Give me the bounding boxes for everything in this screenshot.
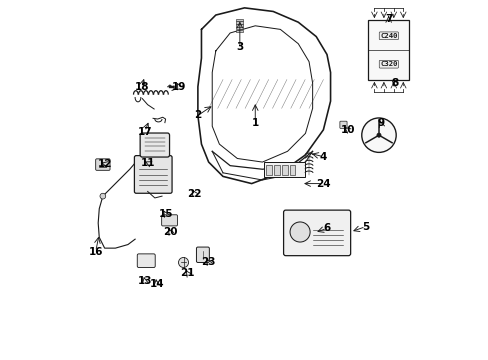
Text: 6: 6 <box>323 224 330 233</box>
Bar <box>235 22 243 24</box>
Text: 1: 1 <box>251 118 258 128</box>
Text: 14: 14 <box>149 279 163 289</box>
Bar <box>236 30 243 32</box>
FancyBboxPatch shape <box>196 247 209 262</box>
Text: 3: 3 <box>236 42 243 52</box>
Circle shape <box>178 257 188 267</box>
Bar <box>236 19 243 21</box>
Text: 24: 24 <box>315 179 330 189</box>
Text: 13: 13 <box>137 276 152 286</box>
Text: 18: 18 <box>134 82 148 93</box>
FancyBboxPatch shape <box>339 121 346 129</box>
Text: 10: 10 <box>340 125 354 135</box>
Text: 19: 19 <box>172 82 186 92</box>
Text: 23: 23 <box>201 257 215 267</box>
Bar <box>281 165 287 175</box>
Text: 9: 9 <box>376 118 384 128</box>
FancyBboxPatch shape <box>263 162 305 177</box>
Text: 17: 17 <box>137 127 152 136</box>
FancyBboxPatch shape <box>162 215 177 226</box>
FancyBboxPatch shape <box>96 159 110 170</box>
Bar <box>265 165 271 175</box>
FancyBboxPatch shape <box>137 254 155 267</box>
Circle shape <box>289 222 309 242</box>
Bar <box>235 27 243 30</box>
Circle shape <box>100 193 105 199</box>
FancyBboxPatch shape <box>134 156 172 193</box>
FancyBboxPatch shape <box>140 133 169 157</box>
Text: 5: 5 <box>361 222 368 231</box>
Bar <box>367 21 408 80</box>
Bar <box>273 165 279 175</box>
Text: 4: 4 <box>319 152 326 162</box>
Text: 15: 15 <box>158 209 172 219</box>
Circle shape <box>361 118 395 152</box>
FancyBboxPatch shape <box>283 210 350 256</box>
Text: C240: C240 <box>379 33 397 39</box>
Text: 22: 22 <box>187 189 201 199</box>
Text: 7: 7 <box>384 14 391 24</box>
Text: 11: 11 <box>140 158 155 168</box>
Text: 12: 12 <box>98 159 112 169</box>
Text: 16: 16 <box>88 247 102 257</box>
Text: C320: C320 <box>379 61 397 67</box>
Text: 20: 20 <box>163 227 177 237</box>
Text: 21: 21 <box>180 268 195 278</box>
Circle shape <box>376 133 380 137</box>
Text: 8: 8 <box>391 78 398 88</box>
Text: 2: 2 <box>194 111 201 121</box>
Bar <box>235 24 243 27</box>
Bar <box>289 165 295 175</box>
